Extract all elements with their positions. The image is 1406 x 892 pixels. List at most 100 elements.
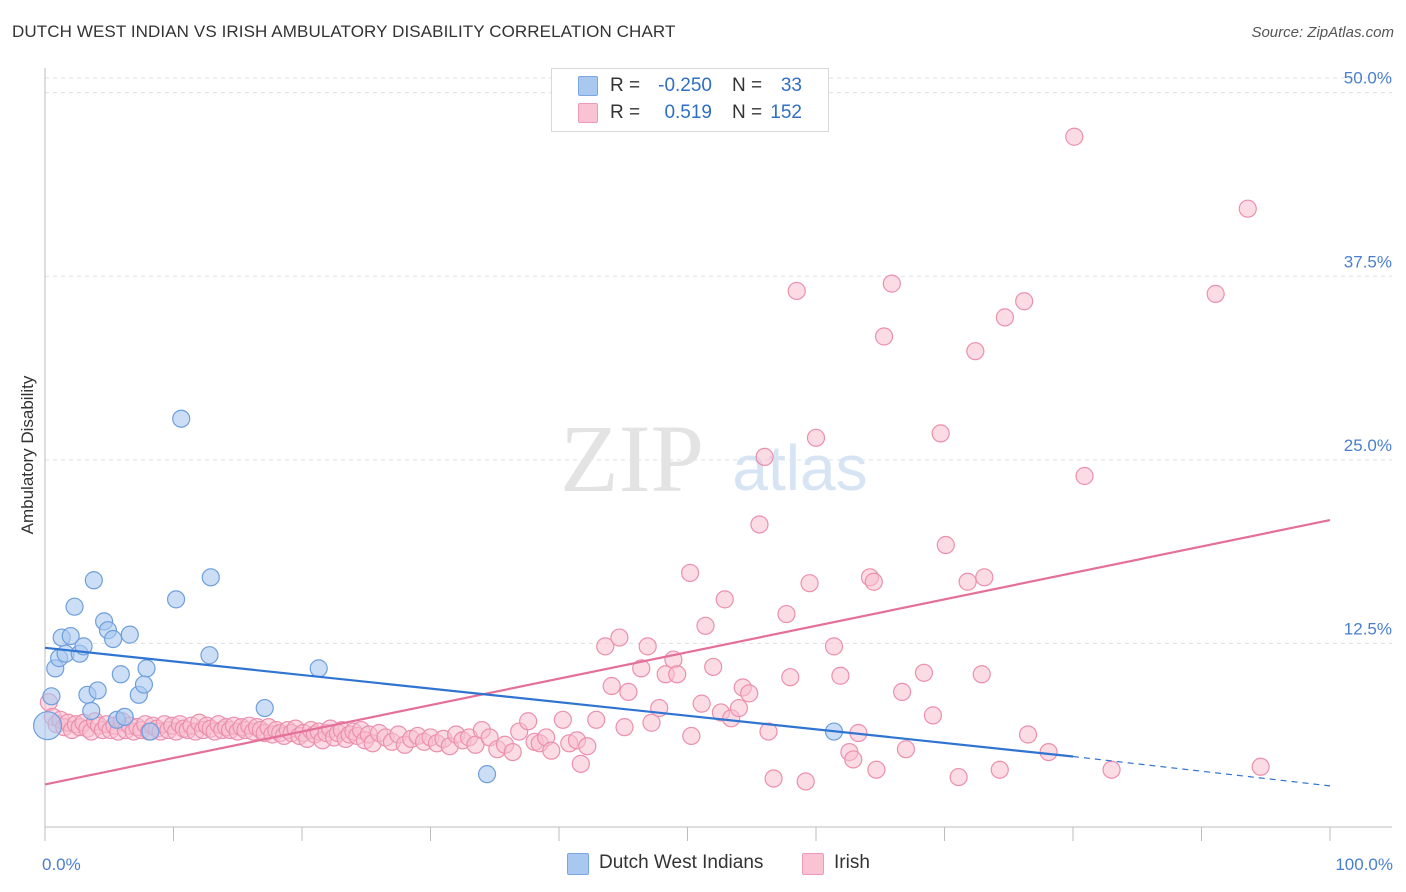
legend-row-irish: R = 0.519 N = 152 bbox=[552, 100, 828, 126]
dutch-west-indian-point bbox=[88, 681, 107, 700]
irish-point bbox=[729, 698, 749, 718]
dutch-west-indian-point bbox=[201, 568, 220, 587]
irish-point bbox=[571, 754, 590, 773]
irish-point bbox=[1015, 292, 1034, 311]
irish-point bbox=[542, 741, 561, 760]
correlation-legend: R = -0.250 N = 33 R = 0.519 N = 152 bbox=[551, 68, 829, 132]
irish-point bbox=[896, 740, 916, 759]
irish-point bbox=[882, 274, 901, 293]
dutch-west-indian-point bbox=[200, 646, 219, 665]
irish-point bbox=[781, 668, 800, 687]
irish-point bbox=[914, 663, 934, 682]
irish-point bbox=[759, 722, 778, 741]
irish-point bbox=[680, 563, 700, 583]
irish-point bbox=[755, 447, 774, 467]
irish-point bbox=[1102, 760, 1121, 779]
r-value: 0.519 bbox=[664, 102, 712, 123]
dutch-west-indian-point bbox=[120, 625, 139, 644]
y-tick-label: 37.5% bbox=[1344, 252, 1392, 271]
dutch-west-indian-trend-line bbox=[44, 646, 1074, 758]
dutch-west-indian-point bbox=[111, 665, 130, 684]
irish-point bbox=[668, 665, 687, 684]
irish-point bbox=[966, 342, 985, 361]
dutch-west-indian-point bbox=[255, 698, 274, 718]
tick-labels: 12.5% 25.0% 37.5% 50.0% 0.0% 100.0% bbox=[42, 69, 1393, 874]
irish-point bbox=[704, 657, 723, 677]
r-label: R = bbox=[610, 102, 641, 123]
irish-point bbox=[642, 713, 661, 732]
irish-point bbox=[750, 515, 769, 534]
y-tick-label: 50.0% bbox=[1344, 69, 1392, 88]
irish-point bbox=[923, 706, 943, 725]
irish-point bbox=[931, 424, 950, 443]
irish-point bbox=[696, 616, 715, 635]
irish-point bbox=[972, 665, 991, 684]
dutch-west-indian-point bbox=[166, 590, 186, 609]
legend-row-dutch-west-indians: R = -0.250 N = 33 bbox=[552, 73, 828, 99]
irish-points bbox=[39, 127, 1270, 791]
dutch-west-indian-point bbox=[134, 675, 154, 694]
irish-point bbox=[692, 694, 711, 713]
dutch-west-indian-point bbox=[65, 597, 84, 616]
dutch-west-indian-point bbox=[84, 571, 103, 590]
irish-point bbox=[602, 676, 621, 696]
watermark-atlas: atlas bbox=[732, 432, 867, 504]
dutch-west-indian-point bbox=[82, 701, 101, 721]
irish-point bbox=[875, 327, 894, 346]
dutch-west-indian-point bbox=[42, 687, 61, 706]
irish-point bbox=[975, 568, 994, 587]
dutch-west-indian-point bbox=[172, 409, 191, 428]
dutch-west-indian-point bbox=[477, 765, 497, 784]
irish-point bbox=[740, 684, 759, 703]
legend-label: Irish bbox=[834, 852, 870, 873]
y-tick-label: 12.5% bbox=[1344, 619, 1392, 638]
irish-point bbox=[892, 682, 912, 701]
legend-swatch-pink bbox=[802, 853, 824, 875]
irish-point bbox=[610, 628, 629, 647]
irish-trend-line bbox=[44, 518, 1331, 786]
dutch-west-indian-point bbox=[309, 659, 328, 678]
irish-point bbox=[806, 428, 826, 447]
irish-point bbox=[682, 726, 701, 746]
watermark: ZIP atlas bbox=[560, 405, 868, 512]
legend-label: Dutch West Indians bbox=[599, 852, 764, 873]
chart-title: DUTCH WEST INDIAN VS IRISH AMBULATORY DI… bbox=[12, 22, 676, 41]
irish-point bbox=[990, 760, 1009, 779]
watermark-zip: ZIP bbox=[560, 405, 704, 512]
n-value: 152 bbox=[770, 102, 802, 123]
irish-point bbox=[949, 767, 968, 787]
irish-point bbox=[596, 637, 615, 656]
irish-point bbox=[1075, 466, 1094, 486]
n-label: N = bbox=[732, 75, 763, 96]
legend-swatch-blue bbox=[567, 853, 589, 875]
x-tick-label: 100.0% bbox=[1335, 855, 1393, 874]
dutch-west-indian-point bbox=[137, 659, 156, 678]
irish-point bbox=[587, 710, 606, 729]
irish-point bbox=[777, 604, 796, 624]
r-label: R = bbox=[610, 75, 641, 96]
dutch-west-indian-points bbox=[32, 409, 844, 784]
legend-swatch-blue bbox=[578, 76, 598, 96]
dutch-west-indian-point bbox=[61, 626, 80, 646]
source-credit: Source: ZipAtlas.com bbox=[1251, 24, 1394, 41]
dutch-west-indian-point bbox=[104, 629, 123, 649]
irish-point bbox=[578, 737, 597, 756]
r-value: -0.250 bbox=[658, 75, 712, 96]
irish-point bbox=[1206, 284, 1225, 303]
irish-point bbox=[787, 281, 806, 301]
x-tick-label: 0.0% bbox=[42, 855, 81, 874]
irish-point bbox=[800, 574, 819, 593]
legend-swatch-pink bbox=[578, 103, 598, 123]
irish-point bbox=[764, 769, 783, 788]
irish-point bbox=[1039, 742, 1058, 762]
irish-point bbox=[1251, 757, 1270, 776]
irish-point bbox=[1238, 199, 1257, 218]
trend-lines bbox=[44, 518, 1331, 787]
irish-point bbox=[995, 308, 1014, 327]
irish-point bbox=[519, 712, 538, 731]
n-value: 33 bbox=[780, 75, 802, 96]
irish-point bbox=[632, 659, 651, 678]
irish-point bbox=[503, 742, 522, 762]
irish-point bbox=[936, 535, 955, 555]
